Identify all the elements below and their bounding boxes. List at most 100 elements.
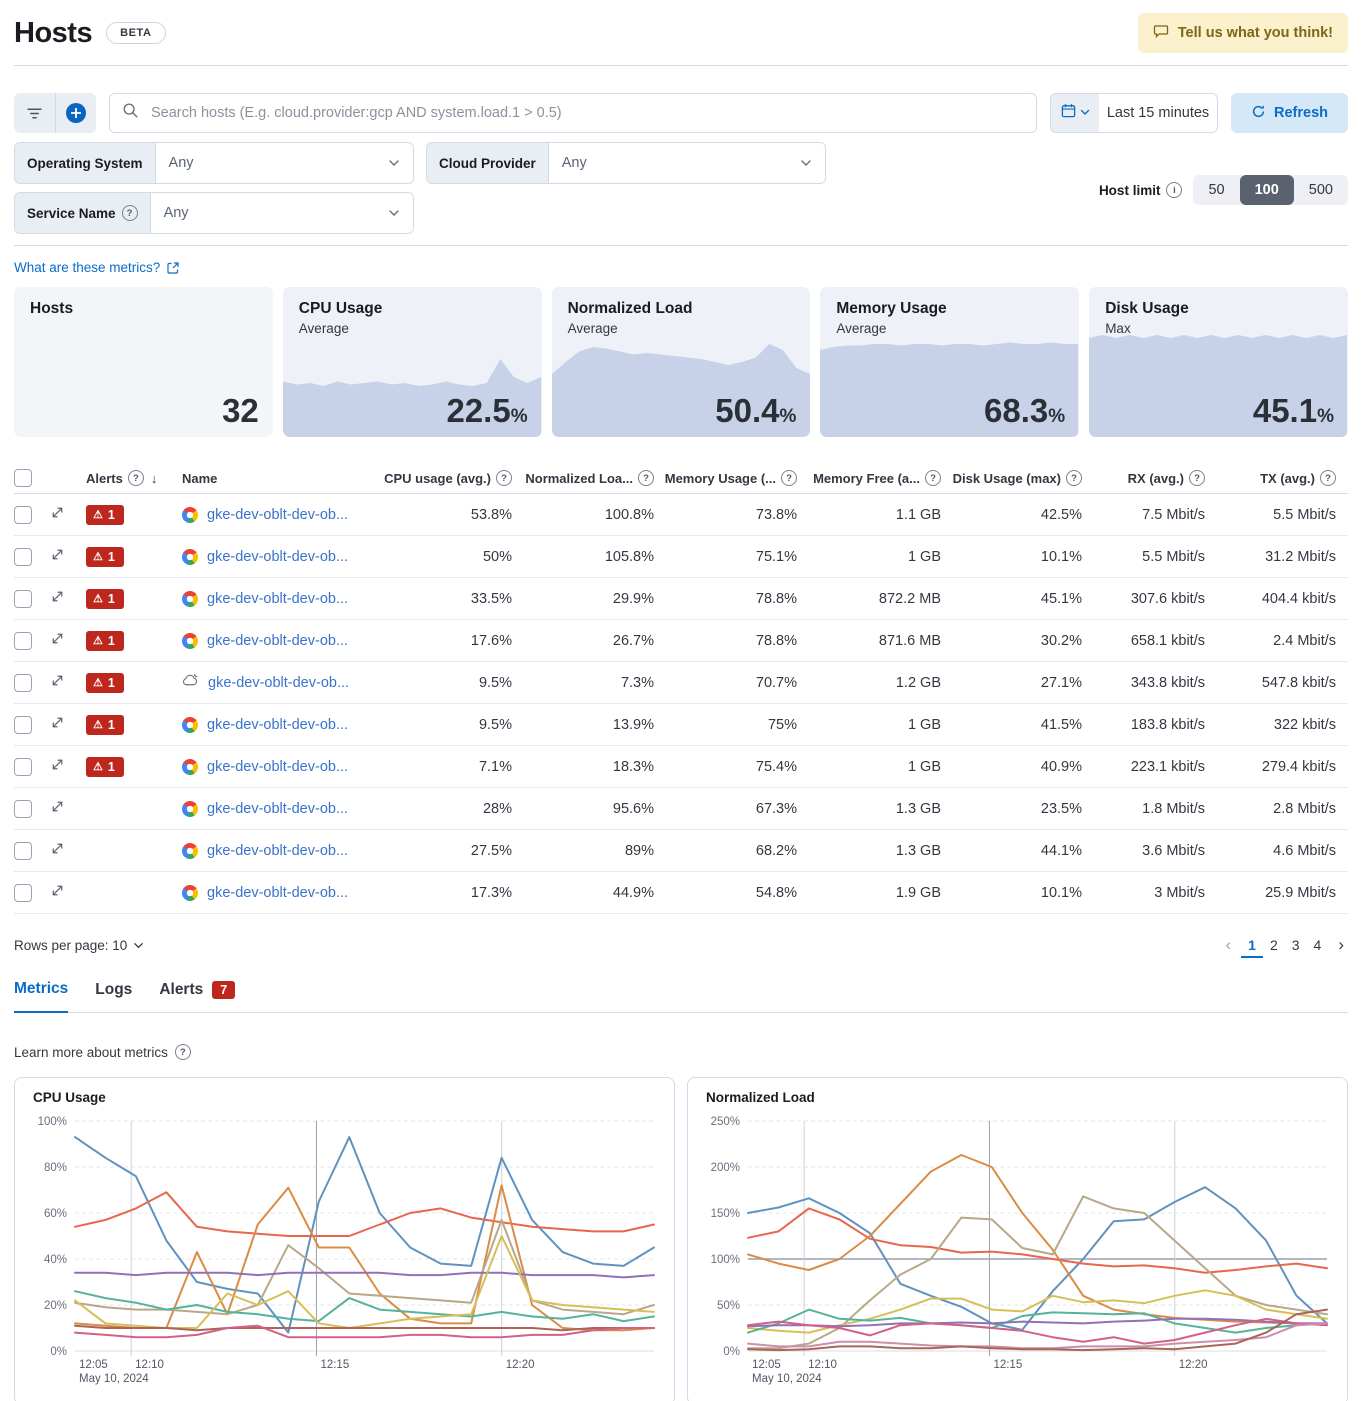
tab-metrics[interactable]: Metrics [14,980,69,1013]
expand-row-icon[interactable] [50,841,65,860]
expand-row-icon[interactable] [50,757,65,776]
kpi-sparkline [282,359,541,437]
column-header-mem[interactable]: Memory Usage (...? [654,470,797,486]
row-checkbox[interactable] [14,673,32,692]
add-filter-button[interactable] [56,93,97,133]
name-column-header[interactable]: Name [182,470,218,486]
help-icon: ? [1189,470,1205,486]
row-checkbox[interactable] [14,883,32,902]
column-header-cpu[interactable]: CPU usage (avg.)? [382,470,512,486]
column-header-memfree[interactable]: Memory Free (a...? [797,470,941,486]
search-icon [122,102,139,124]
row-checkbox[interactable] [14,841,32,860]
host-name-link[interactable]: gke-dev-oblt-dev-ob... [208,674,350,691]
host-name-link[interactable]: gke-dev-oblt-dev-ob... [207,716,349,733]
expand-row-icon[interactable] [50,673,65,692]
alert-count-badge[interactable]: ⚠ 1 [86,672,124,693]
expand-row-icon[interactable] [50,799,65,818]
row-checkbox[interactable] [14,799,32,818]
next-page-button[interactable]: › [1338,935,1344,954]
kpi-tile-normalized-load[interactable]: Normalized Load Average 50.4% [551,287,811,437]
alert-count-badge[interactable]: ⚠ 1 [86,546,124,567]
feedback-button[interactable]: Tell us what you think! [1137,13,1348,53]
gcp-cloud-icon [182,884,198,901]
alert-count-badge[interactable]: ⚠ 1 [86,630,124,651]
host-name-link[interactable]: gke-dev-oblt-dev-ob... [207,548,349,565]
row-checkbox[interactable] [14,757,32,776]
column-header-rx[interactable]: RX (avg.)? [1082,470,1205,486]
host-name-link[interactable]: gke-dev-oblt-dev-ob... [207,632,349,649]
expand-cell [50,631,86,650]
host-name-link[interactable]: gke-dev-oblt-dev-ob... [207,884,349,901]
page-1[interactable]: 1 [1241,936,1263,958]
page-2[interactable]: 2 [1269,937,1278,953]
kpi-tile-memory-usage[interactable]: Memory Usage Average 68.3% [820,287,1080,437]
row-checkbox[interactable] [14,505,32,524]
cell-load: 95.6% [612,800,654,817]
host-name-link[interactable]: gke-dev-oblt-dev-ob... [207,590,349,607]
column-header-tx[interactable]: TX (avg.)? [1205,470,1336,486]
column-header-load[interactable]: Normalized Loa...? [512,470,654,486]
time-range-value[interactable]: Last 15 minutes [1106,105,1210,121]
alert-count-badge[interactable]: ⚠ 1 [86,588,124,609]
kpi-title: Memory Usage [836,300,947,317]
header-divider [14,65,1348,66]
expand-row-icon[interactable] [50,589,65,608]
sketch-cloud-icon [182,673,199,692]
alert-count-badge[interactable]: ⚠ 1 [86,504,124,525]
cpu-usage-chart[interactable]: 0% 20% 40% 60% 80% 100% 12:05 May 10, 2024 12:10… [21,1105,668,1398]
host-name-link[interactable]: gke-dev-oblt-dev-ob... [207,842,349,859]
operating-system-select[interactable]: Operating System Any [14,142,414,184]
host-name-link[interactable]: gke-dev-oblt-dev-ob... [207,800,349,817]
alert-count-badge[interactable]: ⚠ 1 [86,714,124,735]
cell-memfree: 1.2 GB [895,674,941,691]
cell-load: 44.9% [612,884,654,901]
host-limit-option-100[interactable]: 100 [1239,175,1294,205]
host-name-link[interactable]: gke-dev-oblt-dev-ob... [207,758,349,775]
cloud-provider-select[interactable]: Cloud Provider Any [426,142,826,184]
expand-row-icon[interactable] [50,883,65,902]
refresh-button[interactable]: Refresh [1231,93,1348,133]
filter-button[interactable] [14,93,56,133]
expand-row-icon[interactable] [50,631,65,650]
cell-mem: 78.8% [755,632,797,649]
host-limit-option-50[interactable]: 50 [1208,182,1225,198]
help-icon: ? [925,470,941,486]
rows-per-page-control[interactable]: Rows per page: 10 [14,938,144,953]
select-all-checkbox[interactable] [14,469,32,487]
expand-row-icon[interactable] [50,715,65,734]
normalized-load-chart[interactable]: 0% 50% 100% 150% 200% 250% 12:05 May 10, 2024 12… [694,1105,1341,1398]
alerts-column-header[interactable]: Alerts? ↓ [86,470,158,486]
row-checkbox[interactable] [14,631,32,650]
service-name-select[interactable]: Service Name ? Any [14,192,414,234]
row-checkbox[interactable] [14,547,32,566]
kpi-tile-disk-usage[interactable]: Disk Usage Max 45.1% [1089,287,1348,437]
query-controls [14,93,96,133]
gcp-cloud-icon [182,548,198,565]
search-box[interactable] [109,93,1037,133]
page-4[interactable]: 4 [1313,937,1322,953]
host-name-link[interactable]: gke-dev-oblt-dev-ob... [207,506,349,523]
kpi-tile-hosts[interactable]: Hosts 32 [14,287,273,437]
tab-logs[interactable]: Logs [95,980,133,998]
svg-text:12:15: 12:15 [993,1359,1022,1371]
page-3[interactable]: 3 [1291,937,1300,953]
column-header-disk[interactable]: Disk Usage (max)? [941,470,1082,486]
row-checkbox[interactable] [14,589,32,608]
cell-tx: 25.9 Mbit/s [1265,884,1336,901]
learn-more-link[interactable]: Learn more about metrics ? [14,1044,191,1060]
time-range-picker[interactable]: Last 15 minutes [1050,93,1218,133]
row-checkbox[interactable] [14,715,32,734]
previous-page-button[interactable]: ‹ [1225,935,1232,954]
expand-row-icon[interactable] [50,505,65,524]
row-checkbox-cell [14,883,50,902]
tab-alerts[interactable]: Alerts 7 [159,980,236,1012]
kpi-tile-cpu-usage[interactable]: CPU Usage Average 22.5% [282,287,542,437]
search-input[interactable] [149,104,1024,122]
alert-count-badge[interactable]: ⚠ 1 [86,756,124,777]
host-limit-option-500[interactable]: 500 [1308,182,1333,198]
expand-row-icon[interactable] [50,547,65,566]
what-are-these-metrics-link[interactable]: What are these metrics? [14,260,179,275]
cell-cpu: 7.1% [478,758,512,775]
